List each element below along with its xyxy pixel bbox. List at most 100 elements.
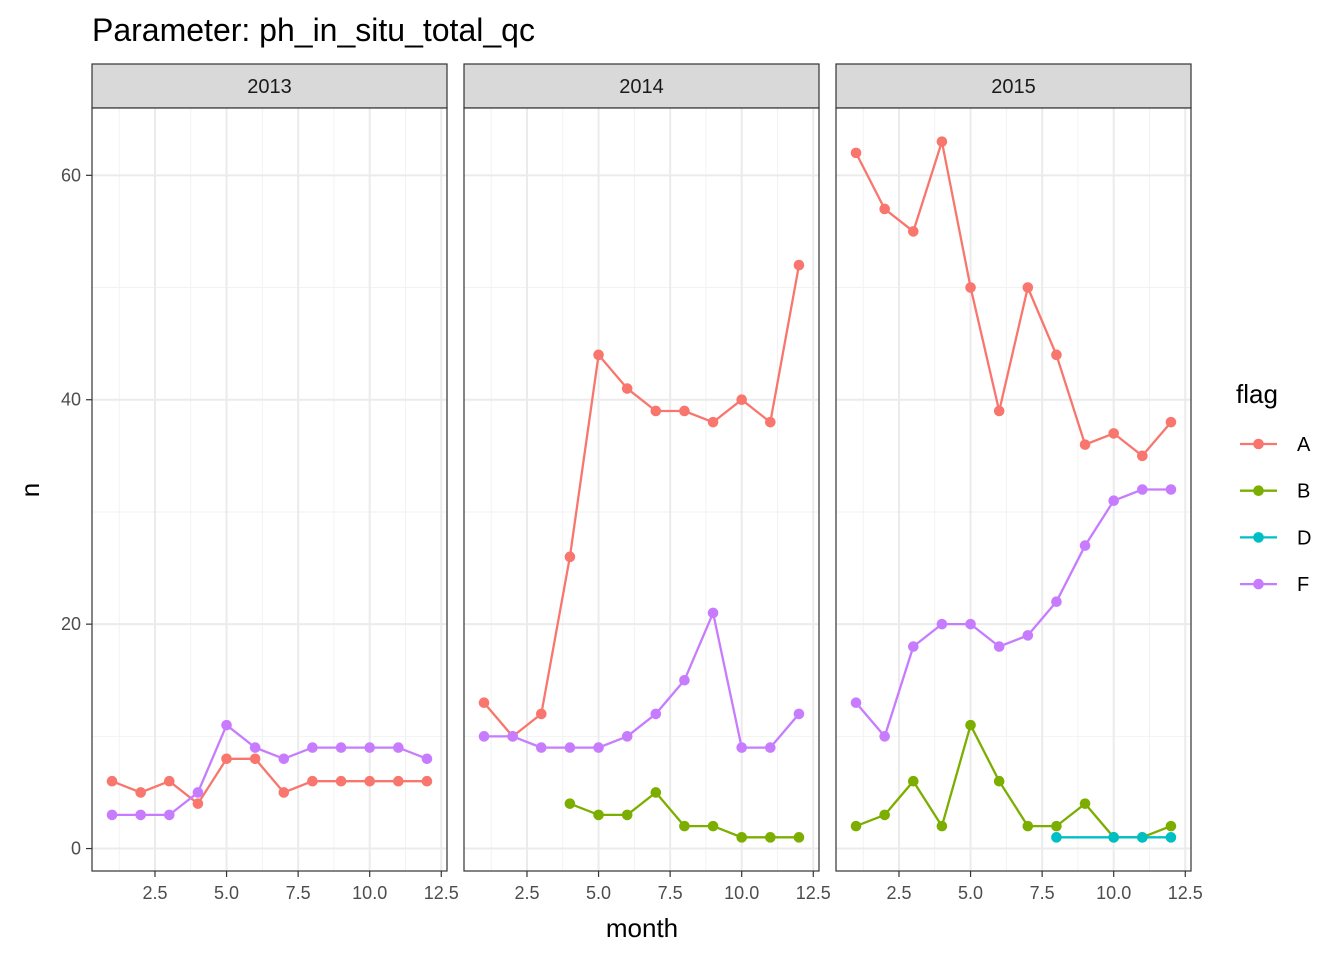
data-point-B bbox=[1022, 820, 1034, 832]
data-point-A bbox=[1165, 416, 1177, 428]
panel-strip-label: 2015 bbox=[991, 76, 1036, 98]
panel-background bbox=[836, 108, 1191, 871]
data-point-F bbox=[650, 708, 662, 720]
data-point-F bbox=[879, 731, 890, 742]
data-point-B bbox=[993, 775, 1005, 787]
data-point-F bbox=[936, 618, 948, 630]
panel-background bbox=[464, 108, 819, 871]
data-point-F bbox=[993, 641, 1005, 652]
legend-label: B bbox=[1297, 481, 1310, 503]
series-D bbox=[1051, 832, 1177, 843]
data-point-F bbox=[621, 731, 633, 742]
data-point-A bbox=[650, 405, 662, 417]
data-point-F bbox=[478, 731, 490, 742]
data-point-F bbox=[249, 742, 261, 753]
data-point-A bbox=[192, 798, 204, 809]
data-point-B bbox=[765, 832, 776, 843]
chart-title: Parameter: ph_in_situ_total_qc bbox=[92, 12, 535, 48]
data-point-F bbox=[421, 753, 433, 765]
legend-item-A: A bbox=[1240, 434, 1311, 456]
data-point-F bbox=[907, 641, 919, 652]
data-point-A bbox=[421, 775, 433, 787]
data-point-D bbox=[1051, 832, 1062, 843]
data-point-A bbox=[163, 775, 175, 787]
data-point-A bbox=[736, 394, 748, 406]
data-point-B bbox=[621, 809, 633, 821]
legend: flag A B D F bbox=[1236, 379, 1311, 596]
legend-key-point bbox=[1253, 532, 1264, 543]
data-point-F bbox=[850, 697, 862, 708]
panel-border bbox=[835, 107, 1192, 872]
y-tick-label: 0 bbox=[71, 839, 81, 859]
x-axes: 2.5 5.0 7.5 10.0 12.5 2.5 5.0 7.5 10.0 12.5 2.5 5.0… bbox=[142, 871, 1203, 903]
data-point-B bbox=[650, 787, 662, 798]
x-axis-title: month bbox=[606, 913, 678, 943]
gridlines bbox=[92, 108, 447, 871]
data-point-A bbox=[1022, 282, 1034, 293]
data-point-A bbox=[793, 259, 805, 271]
data-point-F bbox=[507, 731, 518, 742]
panel-border bbox=[463, 107, 820, 872]
data-point-A bbox=[1079, 439, 1091, 450]
x-tick-label: 7.5 bbox=[658, 883, 683, 903]
data-point-F bbox=[679, 674, 690, 686]
data-point-D bbox=[1137, 832, 1148, 843]
data-point-A bbox=[278, 787, 290, 798]
gridlines bbox=[836, 108, 1191, 871]
data-point-F bbox=[564, 742, 576, 753]
data-point-F bbox=[707, 607, 719, 619]
data-point-B bbox=[1165, 820, 1177, 832]
data-point-B bbox=[850, 820, 862, 832]
y-tick-label: 40 bbox=[61, 390, 81, 410]
data-point-A bbox=[993, 405, 1005, 417]
panel-background bbox=[92, 108, 447, 871]
legend-label: A bbox=[1297, 434, 1311, 456]
data-point-A bbox=[1137, 450, 1148, 462]
legend-label: D bbox=[1297, 527, 1311, 549]
data-point-A bbox=[335, 775, 347, 787]
data-point-A bbox=[249, 753, 261, 765]
data-point-A bbox=[564, 551, 576, 563]
data-point-B bbox=[879, 809, 890, 821]
data-point-B bbox=[1079, 798, 1091, 809]
data-point-F bbox=[535, 742, 547, 753]
data-point-B bbox=[965, 719, 976, 731]
data-point-F bbox=[364, 742, 376, 753]
panel-2014: 2014 bbox=[463, 63, 820, 872]
data-point-A bbox=[765, 416, 776, 428]
data-point-F bbox=[221, 719, 232, 731]
data-point-D bbox=[1165, 832, 1177, 843]
y-axis: 0 20 40 60 bbox=[61, 165, 92, 859]
data-point-A bbox=[364, 775, 376, 787]
panel-strip bbox=[91, 63, 448, 109]
data-point-A bbox=[593, 349, 604, 361]
data-point-F bbox=[1165, 484, 1177, 495]
data-point-B bbox=[793, 832, 805, 843]
data-point-A bbox=[478, 697, 490, 708]
data-point-A bbox=[535, 708, 547, 720]
legend-keys: A B D F bbox=[1240, 434, 1311, 596]
panel-strip bbox=[835, 63, 1192, 109]
y-tick-label: 60 bbox=[61, 165, 81, 185]
panel-2013: 2013 bbox=[91, 63, 448, 872]
x-tick-label: 10.0 bbox=[352, 883, 387, 903]
data-point-A bbox=[106, 775, 118, 787]
data-point-A bbox=[221, 753, 232, 765]
data-point-F bbox=[1137, 484, 1148, 495]
series-A bbox=[478, 259, 805, 742]
data-point-B bbox=[564, 798, 576, 809]
x-tick-label: 5.0 bbox=[958, 883, 983, 903]
data-point-A bbox=[707, 416, 719, 428]
x-tick-label: 10.0 bbox=[1096, 883, 1131, 903]
series-line-A bbox=[483, 264, 801, 738]
data-point-F bbox=[965, 618, 976, 630]
panel-2015: 2015 bbox=[835, 63, 1192, 872]
legend-item-D: D bbox=[1240, 527, 1311, 549]
x-tick-label: 12.5 bbox=[1168, 883, 1203, 903]
data-point-F bbox=[163, 809, 175, 821]
x-tick-label: 2.5 bbox=[514, 883, 539, 903]
data-point-F bbox=[1051, 596, 1062, 608]
series-F bbox=[850, 484, 1177, 742]
data-point-F bbox=[192, 787, 204, 798]
data-point-B bbox=[1051, 820, 1062, 832]
